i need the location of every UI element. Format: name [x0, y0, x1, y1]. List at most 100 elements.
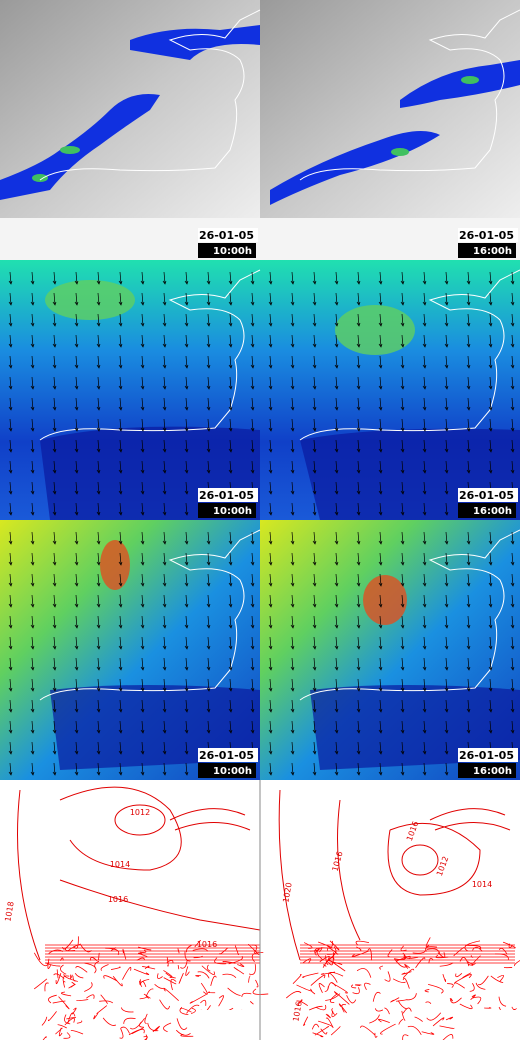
arrow: [140, 376, 145, 390]
contour: [189, 993, 208, 1004]
contour: [351, 950, 369, 957]
arrow: [444, 313, 449, 327]
arrow: [378, 531, 383, 545]
contour: [139, 993, 148, 1000]
isobar-label: 1014: [110, 860, 130, 869]
arrow: [8, 292, 13, 306]
arrow: [52, 678, 57, 692]
time-bg: [198, 243, 256, 258]
arrow: [206, 699, 211, 713]
contour: [360, 1025, 376, 1036]
contour: [179, 1006, 189, 1016]
contour: [426, 1012, 442, 1021]
arrow: [312, 355, 317, 369]
arrow: [8, 502, 13, 516]
arrow: [378, 573, 383, 587]
arrow: [184, 334, 189, 348]
date: 26-01-05: [459, 489, 514, 502]
arrow: [206, 439, 211, 453]
arrow: [184, 271, 189, 285]
contour: [341, 1004, 347, 1013]
arrow: [312, 313, 317, 327]
precip-heavy: [32, 76, 479, 182]
arrow: [334, 741, 339, 755]
arrow: [290, 762, 295, 776]
contour: [449, 997, 453, 1002]
arrow: [290, 502, 295, 516]
arrow: [488, 397, 493, 411]
arrow: [8, 481, 13, 495]
arrow: [206, 531, 211, 545]
contour: [467, 961, 474, 966]
contour: [325, 1013, 331, 1019]
contour: [326, 953, 336, 963]
contour: [403, 954, 419, 959]
arrow: [118, 699, 123, 713]
arrow: [444, 397, 449, 411]
arrow: [52, 636, 57, 650]
arrow: [312, 720, 317, 734]
arrow: [334, 573, 339, 587]
arrow: [422, 720, 427, 734]
arrow: [52, 418, 57, 432]
arrow: [52, 334, 57, 348]
arrow: [118, 502, 123, 516]
arrow: [162, 657, 167, 671]
arrow: [290, 636, 295, 650]
arrow: [206, 460, 211, 474]
contour: [76, 1020, 83, 1024]
arrow: [184, 502, 189, 516]
arrow: [162, 699, 167, 713]
arrow: [422, 397, 427, 411]
isobars: [17, 786, 511, 961]
arrow: [206, 397, 211, 411]
arrow: [488, 720, 493, 734]
arrow: [8, 573, 13, 587]
arrow: [378, 292, 383, 306]
arrow: [96, 460, 101, 474]
label-bg: [458, 228, 518, 242]
arrow: [510, 313, 515, 327]
arrow: [184, 657, 189, 671]
contour: [477, 975, 489, 986]
arrow: [510, 699, 515, 713]
arrow: [510, 271, 515, 285]
arrow: [74, 376, 79, 390]
arrow: [228, 615, 233, 629]
contour: [398, 1018, 404, 1025]
contour: [69, 974, 73, 979]
contour: [197, 971, 210, 979]
contour: [454, 974, 472, 983]
contour: [314, 1026, 329, 1036]
contour: [309, 1005, 323, 1011]
contour: [84, 982, 93, 992]
contour: [200, 982, 208, 995]
contour: [176, 1018, 188, 1030]
arrow: [290, 615, 295, 629]
contour: [159, 999, 170, 1010]
arrow: [30, 636, 35, 650]
arrow: [400, 678, 405, 692]
arrow: [118, 355, 123, 369]
contour: [184, 951, 191, 962]
dense-isobars: [33, 936, 520, 1040]
arrow: [312, 271, 317, 285]
arrow: [140, 481, 145, 495]
contour: [320, 1028, 328, 1035]
contour: [514, 959, 520, 967]
arrow: [118, 741, 123, 755]
arrow: [268, 573, 273, 587]
contour: [331, 1008, 335, 1015]
arrow: [422, 334, 427, 348]
contour: [318, 1020, 334, 1028]
arrow: [184, 636, 189, 650]
arrow: [96, 271, 101, 285]
arrow: [378, 439, 383, 453]
arrow: [162, 397, 167, 411]
arrow: [290, 334, 295, 348]
contour: [432, 1017, 445, 1027]
contour: [315, 1004, 327, 1011]
contour: [490, 975, 504, 984]
arrow: [96, 439, 101, 453]
arrow: [488, 531, 493, 545]
